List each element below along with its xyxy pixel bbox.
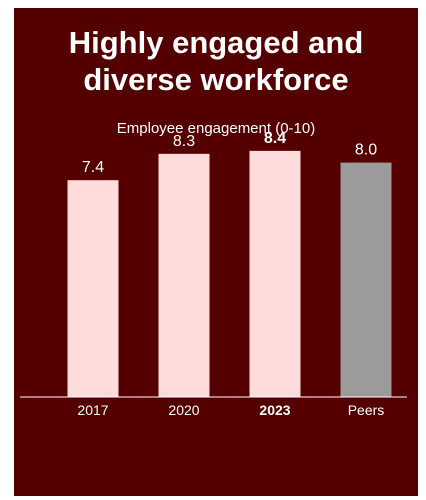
bar-chart: 7.4 2017 8.3 2020 8.4 2023 8.0 Peers [20,130,407,418]
chart-title: Highly engaged and diverse workforce [68,25,364,97]
bar-peers [340,162,392,397]
chart-subtitle: Employee engagement (0-10) [116,120,316,137]
category-label-2017: 2017 [77,402,108,418]
bar-2020 [158,153,210,397]
value-label-2023: 8.4 [264,130,286,147]
category-label-2023: 2023 [259,402,290,418]
bar-2017 [67,180,119,397]
category-label-2020: 2020 [168,402,199,418]
value-label-2017: 7.4 [82,159,104,176]
value-label-peers: 8.0 [355,142,377,159]
value-label-2020: 8.3 [173,133,195,150]
chart-panel: Highly engaged and diverse workforce Emp… [14,8,418,496]
bar-2023 [249,150,301,397]
category-label-peers: Peers [348,402,385,418]
